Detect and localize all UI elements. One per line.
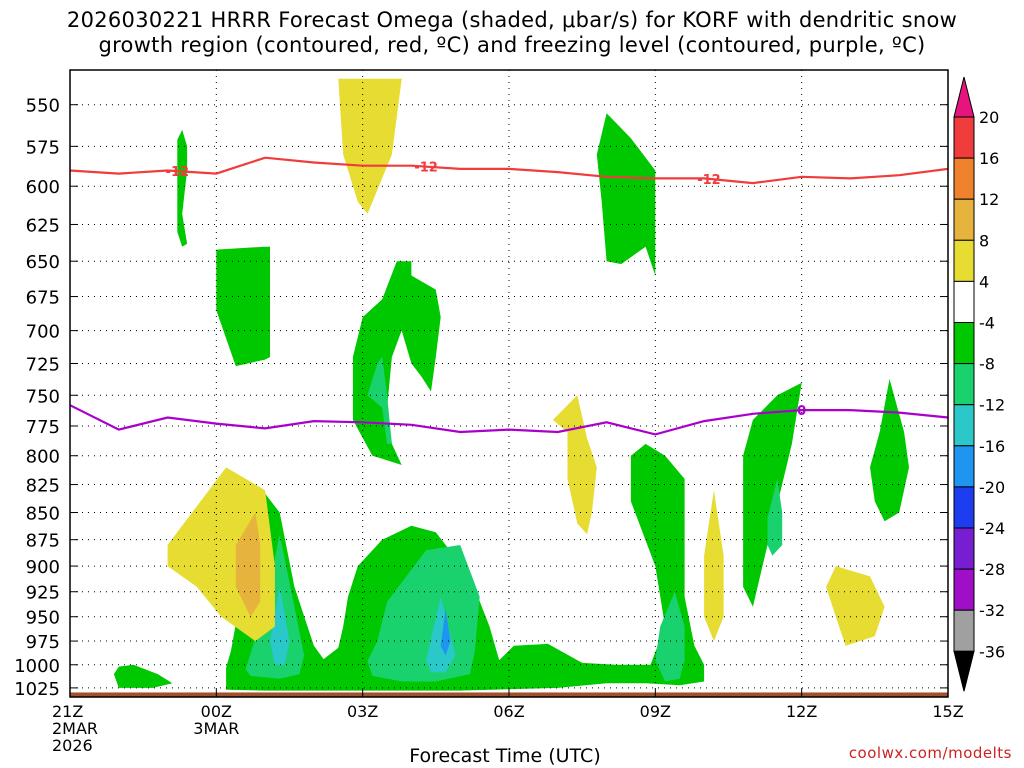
omega-region-neg4-2 xyxy=(352,261,441,465)
y-tick-label: 600 xyxy=(26,177,60,198)
dendritic-growth-line xyxy=(70,156,948,185)
omega-region-neg4-4 xyxy=(743,382,802,607)
x-tick-label: 2MAR xyxy=(52,719,98,738)
colorbar-label: 4 xyxy=(979,272,989,291)
x-axis-label: Forecast Time (UTC) xyxy=(409,745,601,767)
plot-frame xyxy=(69,69,949,698)
colorbar-segment xyxy=(953,445,975,488)
colorbar-segment xyxy=(953,116,975,159)
omega-region-neg8-1 xyxy=(767,478,783,556)
omega-region-neg4-1 xyxy=(216,246,270,367)
colorbar-segment xyxy=(953,363,975,406)
omega-region-neg4-3 xyxy=(596,113,656,276)
y-tick-label: 850 xyxy=(26,504,60,525)
omega-region-neg8-0 xyxy=(367,357,392,444)
omega-region-4-4 xyxy=(826,566,885,646)
credit-link[interactable]: coolwx.com/modelts xyxy=(848,744,1012,762)
omega-region-4-1 xyxy=(552,395,597,535)
colorbar-label: 16 xyxy=(979,149,999,168)
plot-area: -12 -12 -12 0 xyxy=(70,70,948,697)
colorbar-segment xyxy=(953,280,975,323)
y-tick-label: 950 xyxy=(26,608,60,629)
chart-title: 2026030221 HRRR Forecast Omega (shaded, … xyxy=(0,8,1024,58)
x-tick-label: 3MAR xyxy=(193,719,239,738)
y-tick-label: 800 xyxy=(26,447,60,468)
y-tick-label: 625 xyxy=(26,215,60,236)
dendritic-growth-line-label: -12 xyxy=(697,173,721,188)
omega-region-neg16-0 xyxy=(440,608,451,656)
y-tick-label: 725 xyxy=(26,355,60,376)
y-tick-label: 750 xyxy=(26,386,60,407)
omega-region-neg12-0 xyxy=(270,586,290,665)
colorbar-segment xyxy=(953,486,975,529)
colorbar-label: -28 xyxy=(979,560,1005,579)
colorbar-segment xyxy=(953,157,975,200)
freezing-level-line xyxy=(70,404,948,436)
x-tick-label: 06Z xyxy=(493,702,524,721)
colorbar-label: -24 xyxy=(979,519,1005,538)
y-tick-label: 575 xyxy=(26,137,60,158)
dendritic-growth-line-label: -12 xyxy=(166,165,190,180)
omega-region-neg4-0 xyxy=(177,129,188,247)
colorbar-bottom-arrow xyxy=(953,650,975,692)
y-tick-label: 825 xyxy=(26,476,60,497)
colorbar-segment xyxy=(953,609,975,652)
colorbar: 20 16 12 8 4 -4 -8 -12 -16 -20 -24 -28 -32 -36 xyxy=(953,76,1005,692)
y-tick-label: 1025 xyxy=(14,679,60,700)
y-tick-label: 650 xyxy=(26,252,60,273)
omega-region-neg8-4 xyxy=(655,591,685,682)
colorbar-segment xyxy=(953,568,975,611)
colorbar-label: -16 xyxy=(979,437,1005,456)
x-tick-label: 2026 xyxy=(52,736,93,755)
y-tick-label: 875 xyxy=(26,531,60,552)
omega-region-8-0 xyxy=(235,512,261,617)
colorbar-label: -12 xyxy=(979,396,1005,415)
colorbar-label: -20 xyxy=(979,478,1005,497)
colorbar-top-arrow xyxy=(953,76,975,118)
x-tick-label: 09Z xyxy=(640,702,671,721)
y-tick-label: 775 xyxy=(26,417,60,438)
x-tick-label: 03Z xyxy=(347,702,378,721)
omega-region-neg4-6 xyxy=(113,664,173,688)
colorbar-segment xyxy=(953,404,975,447)
omega-region-neg12-1 xyxy=(426,596,456,673)
colorbar-label: 20 xyxy=(979,108,999,127)
colorbar-label: -36 xyxy=(979,642,1005,661)
y-tick-label: 900 xyxy=(26,557,60,578)
omega-region-neg4-5 xyxy=(870,378,909,522)
x-tick-label: 00Z xyxy=(201,702,232,721)
x-tick-label: 15Z xyxy=(932,702,963,721)
omega-region-4-2 xyxy=(704,490,724,642)
x-tick-label: 12Z xyxy=(786,702,817,721)
y-tick-label: 550 xyxy=(26,96,60,117)
y-tick-label: 1000 xyxy=(14,656,60,677)
chart-title-line1: 2026030221 HRRR Forecast Omega (shaded, … xyxy=(66,8,958,32)
x-tick-label: 21Z xyxy=(52,702,83,721)
colorbar-label: -32 xyxy=(979,601,1005,620)
colorbar-label: -8 xyxy=(979,355,995,374)
chart-title-line2: growth region (contoured, red, ºC) and f… xyxy=(98,33,926,57)
y-tick-label: 925 xyxy=(26,583,60,604)
colorbar-label: 12 xyxy=(979,190,999,209)
y-tick-label: 675 xyxy=(26,288,60,309)
colorbar-segment xyxy=(953,527,975,570)
colorbar-label: -4 xyxy=(979,314,995,333)
colorbar-segment xyxy=(953,322,975,365)
y-tick-label: 700 xyxy=(26,322,60,343)
colorbar-label: 8 xyxy=(979,231,989,250)
freezing-level-line-label: 0 xyxy=(797,404,806,419)
colorbar-segment xyxy=(953,239,975,282)
omega-region-neg4-7 xyxy=(226,443,705,691)
y-tick-label: 975 xyxy=(26,632,60,653)
colorbar-segment xyxy=(953,198,975,241)
dendritic-growth-line-label: -12 xyxy=(414,161,438,176)
